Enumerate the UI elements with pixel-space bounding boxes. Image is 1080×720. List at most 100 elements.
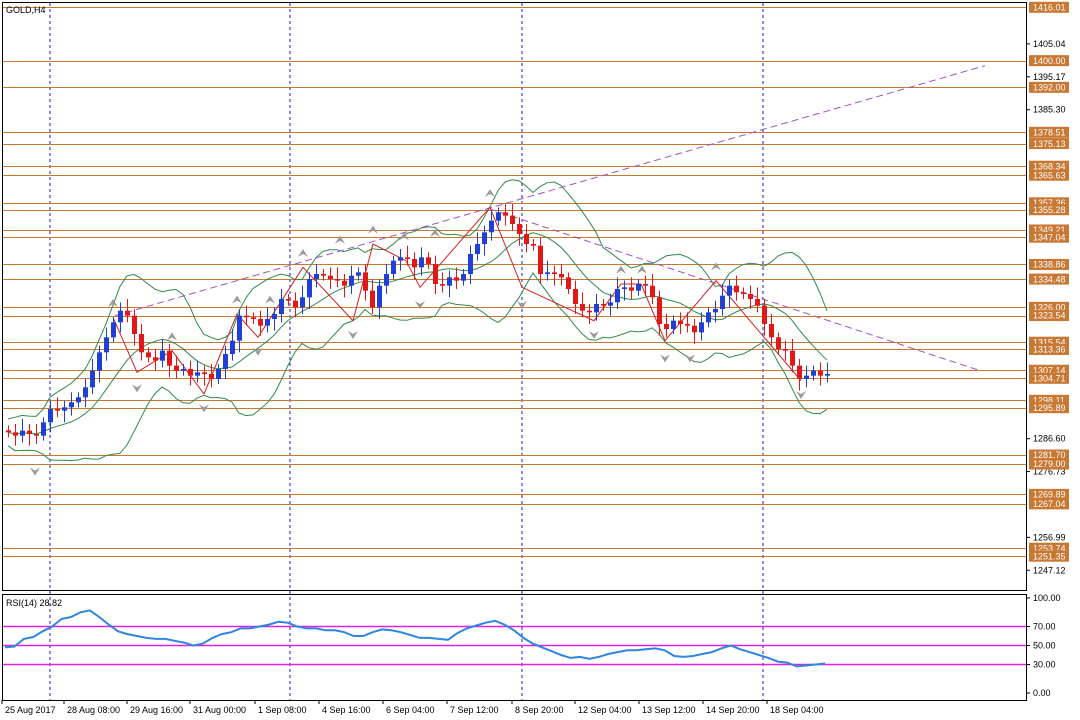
candle-body [601,304,606,306]
candle-body [692,325,697,333]
time-axis: 25 Aug 2017 28 Aug 08:00 29 Aug 16:00 31 Au… [1,700,824,715]
candle-body [419,257,424,268]
candle-body [405,257,410,259]
candle-body [153,357,158,361]
fractal-up-marker [368,225,378,234]
candle-body [188,369,193,376]
candle-body [237,315,242,341]
candle-body [804,375,809,379]
candle-body [90,370,95,388]
level-label-text: 1365.63 [1033,170,1066,180]
candle-body [412,259,417,268]
level-label-text: 1375.13 [1033,139,1066,149]
rsi-axis-label: 30.00 [1033,660,1056,670]
candlesticks [6,204,830,446]
fractal-up-marker [167,332,177,341]
candle-body [370,290,375,308]
candle-body [426,257,431,264]
candle-body [335,279,340,281]
candle-body [76,397,81,403]
candle-body [195,372,200,376]
candle-body [377,285,382,308]
level-label-text: 1281.70 [1033,450,1066,460]
level-label-text: 1315.54 [1033,337,1066,347]
candle-body [398,257,403,261]
candle-body [825,374,830,376]
candle-body [650,285,655,298]
price-axis-label: 1286.60 [1033,434,1066,444]
fractal-up-marker [265,295,275,304]
candle-body [657,297,662,324]
level-label-box [1029,138,1069,150]
level-label-box [1029,258,1069,270]
fractal-down-marker [660,354,670,363]
level-label-text: 1326.00 [1033,303,1066,313]
level-label-box [1029,343,1069,355]
candle-body [482,232,487,244]
envelope-upper [7,179,828,420]
candle-body [328,275,333,279]
candle-body [384,274,389,286]
candle-body [139,334,144,353]
level-label-box [1029,81,1069,93]
candle-body [230,340,235,354]
candle-body [454,277,459,281]
candle-body [461,274,466,281]
candle-body [636,284,641,291]
candle-body [811,370,816,376]
level-label-box [1029,169,1069,181]
level-label-text: 1307.14 [1033,365,1066,375]
level-label-text: 1253.74 [1033,543,1066,553]
fractal-up-marker [637,265,647,274]
candle-body [258,319,263,326]
price-axis-label: 1276.73 [1033,467,1066,477]
candle-body [629,287,634,291]
candle-body [741,292,746,294]
fractal-down-marker [348,331,358,339]
candle-body [538,245,543,274]
level-label-box [1029,55,1069,67]
level-label-text: 1298.11 [1033,396,1065,406]
fractal-down-marker [415,301,425,309]
level-label-box [1029,402,1069,414]
level-label-text: 1347.04 [1033,232,1066,242]
time-axis-label: 8 Sep 20:00 [515,705,564,715]
candle-body [699,322,704,333]
rsi-pane-frame [2,594,1027,701]
candle-body [433,264,438,284]
candle-body [720,295,725,309]
candle-body [517,224,522,234]
candle-body [748,294,753,299]
candle-body [391,260,396,274]
candle-body [671,320,676,329]
candle-body [293,300,298,308]
candle-body [580,304,585,311]
candle-body [314,274,319,279]
candle-body [783,349,788,351]
candle-body [587,310,592,313]
candle-body [503,212,508,216]
fractal-down-marker [517,301,527,309]
candle-body [41,422,46,436]
candle-body [790,350,795,366]
fractal-up-marker [232,295,242,304]
level-label-box [1029,394,1069,406]
rsi-axis-label: 0.00 [1033,688,1051,698]
time-axis-label: 28 Aug 08:00 [67,705,120,715]
level-label-box [1029,301,1069,313]
level-label-text: 1323.54 [1033,311,1066,321]
candle-body [797,365,802,379]
level-label-box [1029,542,1069,554]
level-label-text: 1355.28 [1033,205,1066,215]
level-label-text: 1357.36 [1033,198,1066,208]
candle-body [62,407,67,411]
fractal-down-marker [589,331,599,339]
candle-body [279,299,284,314]
candle-body [174,365,179,371]
level-label-box [1029,126,1069,138]
candle-body [727,285,732,296]
level-label-box [1029,488,1069,500]
fractal-up-marker [108,299,118,307]
